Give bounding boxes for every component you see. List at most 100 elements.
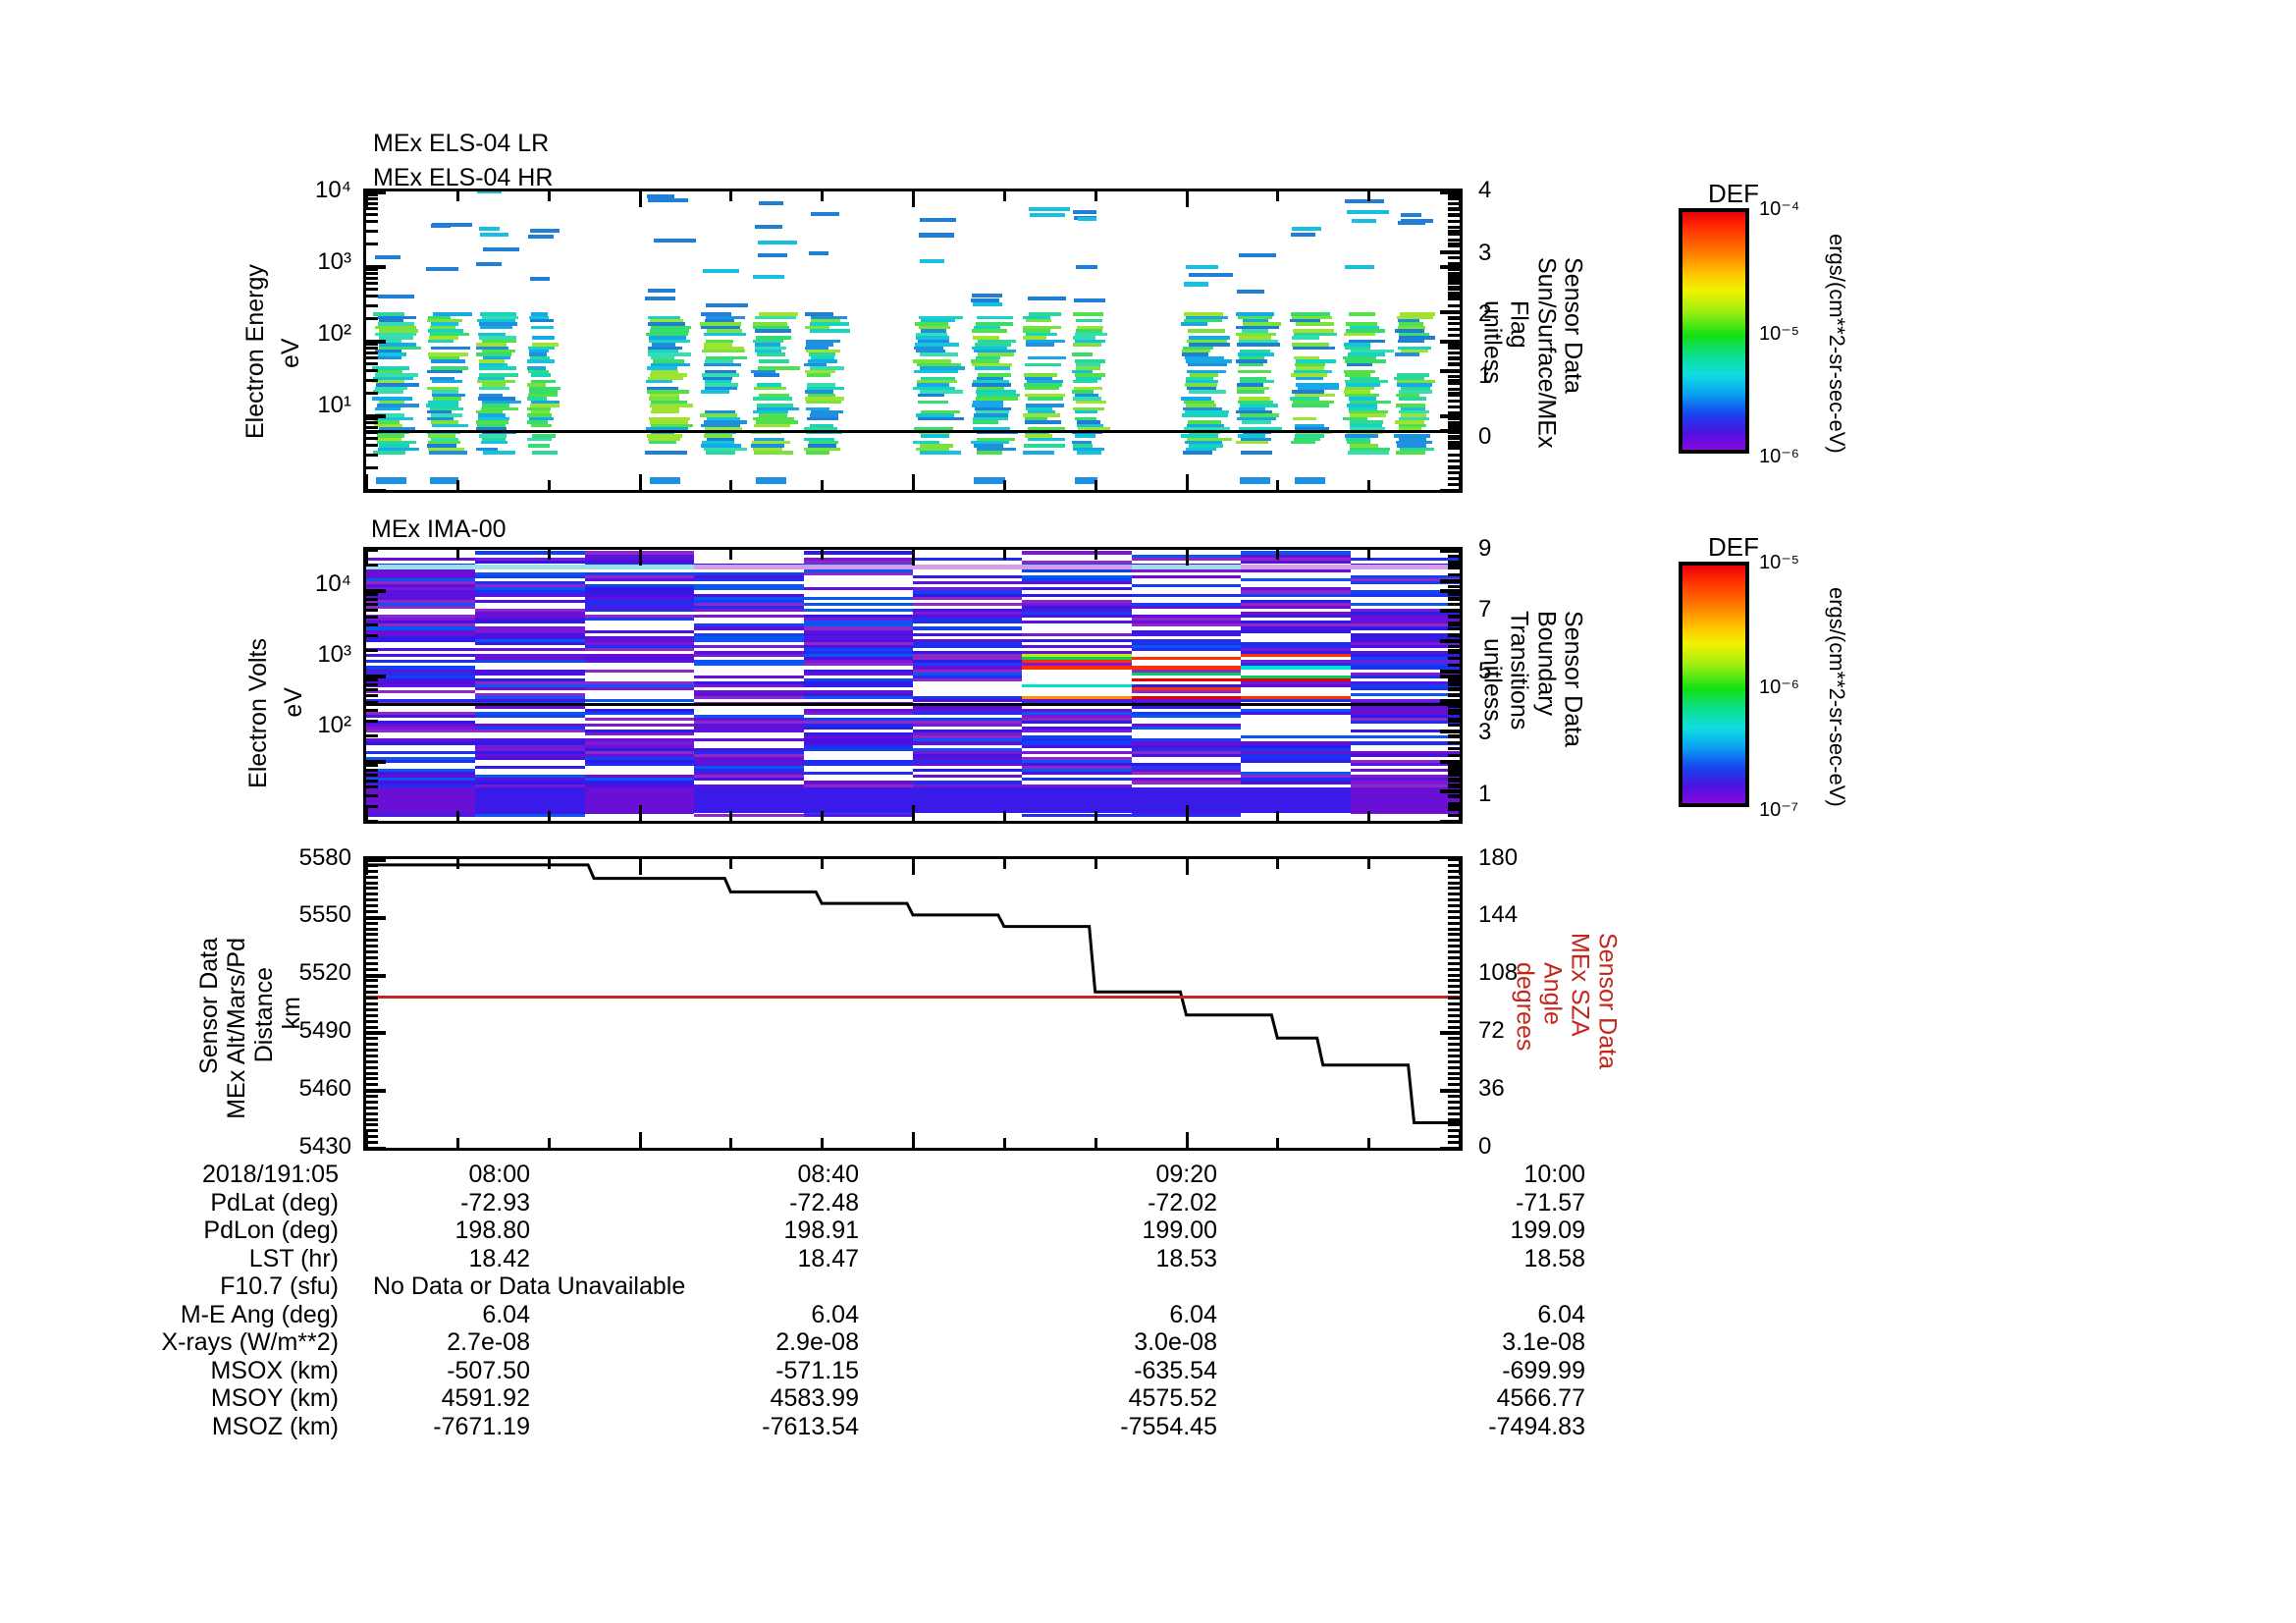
ima-cell[interactable] [1022, 578, 1132, 582]
spectro-cell[interactable] [479, 434, 507, 438]
spectro-cell[interactable] [1073, 397, 1101, 401]
ima-cell[interactable] [803, 696, 913, 700]
spectro-cell[interactable] [378, 427, 415, 431]
ima-cell[interactable] [803, 735, 913, 739]
ima-cell[interactable] [584, 738, 695, 742]
spectro-cell[interactable] [920, 376, 955, 380]
ytick-left[interactable] [366, 904, 378, 908]
ima-cell[interactable] [913, 672, 1023, 676]
ima-cell[interactable] [1241, 660, 1351, 664]
spectro-cell[interactable] [476, 343, 507, 347]
spectro-cell[interactable] [526, 397, 547, 401]
ytick-right[interactable] [1448, 482, 1460, 486]
ima-cell[interactable] [1350, 618, 1460, 622]
ima-cell[interactable] [694, 784, 804, 787]
spectro-cell[interactable] [479, 393, 504, 398]
ima-cell[interactable] [475, 723, 585, 728]
ytick-right[interactable] [1448, 621, 1460, 624]
ytick-right[interactable] [1448, 945, 1460, 948]
ima-cell[interactable] [694, 814, 804, 818]
ytick-left[interactable] [366, 1059, 378, 1063]
spectro-cell[interactable] [653, 238, 696, 243]
ima-cell[interactable] [803, 623, 913, 627]
ima-cell[interactable] [584, 747, 695, 751]
spectro-cell[interactable] [1075, 339, 1105, 344]
spectro-cell[interactable] [1187, 369, 1227, 374]
spectro-cell[interactable] [921, 409, 960, 414]
spectro-cell[interactable] [1186, 447, 1216, 452]
ytick[interactable] [366, 785, 378, 789]
spectro-cell[interactable] [1294, 476, 1325, 484]
spectro-cell[interactable] [1345, 322, 1377, 326]
spectro-cell[interactable] [1189, 373, 1218, 377]
spectro-cell[interactable] [529, 355, 551, 360]
ima-cell[interactable] [366, 730, 476, 733]
spectro-cell[interactable] [1184, 383, 1217, 387]
spectro-cell[interactable] [913, 440, 940, 445]
ytick-right[interactable] [1448, 979, 1460, 983]
spectro-cell[interactable] [427, 352, 468, 356]
spectro-cell[interactable] [1236, 343, 1280, 347]
ytick-right[interactable] [1448, 807, 1460, 811]
xtick[interactable] [729, 859, 733, 869]
spectro-cell[interactable] [1346, 362, 1372, 367]
spectro-cell[interactable] [1240, 476, 1271, 484]
ima-cell[interactable] [584, 730, 695, 733]
ima-cell[interactable] [694, 696, 804, 700]
spectro-cell[interactable] [1025, 362, 1061, 367]
ytick-right[interactable] [1448, 232, 1460, 236]
ima-cell[interactable] [475, 683, 585, 687]
ima-cell[interactable] [1350, 672, 1460, 676]
ima-cell[interactable] [1022, 651, 1132, 655]
spectro-cell[interactable] [1185, 265, 1219, 270]
spectro-cell[interactable] [1397, 444, 1426, 448]
ytick-right[interactable] [1448, 615, 1460, 619]
spectro-cell[interactable] [758, 366, 800, 370]
spectro-cell[interactable] [475, 447, 499, 452]
spectro-cell[interactable] [1401, 406, 1425, 410]
xtick[interactable] [1367, 811, 1371, 821]
ima-cell[interactable] [1131, 615, 1242, 619]
ima-cell[interactable] [1022, 663, 1132, 667]
spectro-cell[interactable] [1291, 404, 1329, 407]
spectro-cell[interactable] [972, 294, 1002, 298]
ima-cell[interactable] [475, 781, 585, 784]
spectro-cell[interactable] [1296, 383, 1340, 387]
ima-cell[interactable] [1022, 551, 1132, 555]
ytick[interactable] [1448, 593, 1460, 597]
ytick-right[interactable] [1448, 453, 1460, 457]
spectro-cell[interactable] [649, 393, 680, 398]
spectro-cell[interactable] [1345, 198, 1369, 203]
ima-cell[interactable] [803, 660, 913, 664]
spectro-cell[interactable] [1347, 210, 1390, 215]
ima-cell[interactable] [803, 814, 913, 818]
ima-cell[interactable] [803, 747, 913, 751]
ytick-right[interactable] [1448, 1135, 1460, 1139]
panel1-plot-area[interactable] [363, 189, 1463, 493]
ytick-right[interactable] [1448, 464, 1460, 468]
ytick-right[interactable] [1448, 346, 1460, 350]
ytick-left[interactable] [366, 1002, 378, 1005]
xtick[interactable] [1185, 550, 1189, 566]
spectro-cell[interactable] [531, 325, 554, 330]
spectro-cell[interactable] [1188, 343, 1230, 347]
ytick[interactable] [1440, 414, 1460, 418]
ima-cell[interactable] [803, 560, 913, 564]
ima-cell[interactable] [366, 787, 476, 813]
ytick[interactable] [366, 734, 378, 738]
spectro-cell[interactable] [703, 332, 747, 337]
ytick-right[interactable] [1448, 915, 1460, 919]
spectro-cell[interactable] [375, 386, 408, 391]
ima-cell[interactable] [913, 651, 1023, 655]
ytick-right[interactable] [1448, 1054, 1460, 1057]
table-row-label[interactable]: LST (hr) [248, 1244, 339, 1272]
table-cell[interactable]: 4575.52 [1128, 1384, 1217, 1412]
xtick[interactable] [1185, 805, 1189, 821]
ima-cell[interactable] [694, 772, 804, 776]
spectro-cell[interactable] [919, 259, 944, 264]
ima-cell[interactable] [913, 787, 1023, 813]
ima-cell[interactable] [1350, 657, 1460, 661]
spectro-cell[interactable] [1399, 397, 1427, 401]
spectro-cell[interactable] [646, 427, 688, 431]
ima-cell[interactable] [475, 775, 585, 779]
